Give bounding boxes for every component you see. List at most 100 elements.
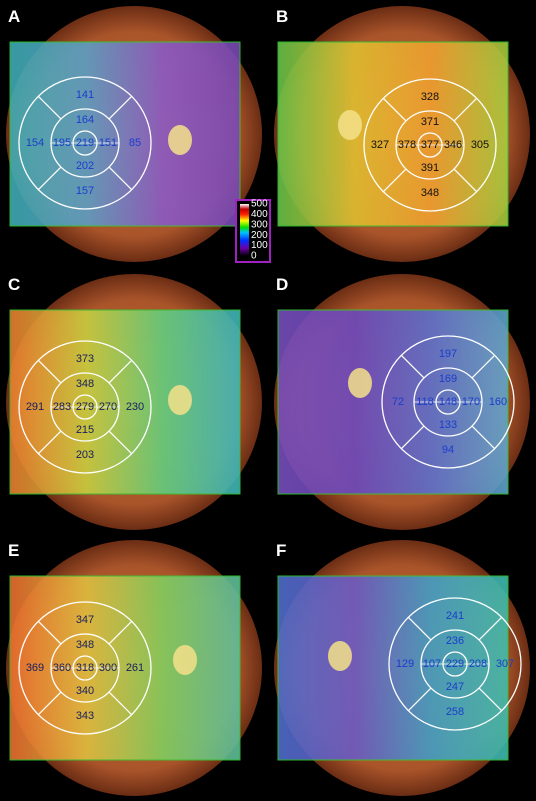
inner-value: 300	[99, 662, 117, 674]
inner-value: 208	[469, 658, 487, 670]
grid-spoke	[37, 691, 62, 716]
panel: 377 371 328 378 327 346 305 391 348 B	[274, 6, 530, 262]
outer-value: 258	[446, 706, 464, 718]
grid-spoke	[400, 354, 425, 379]
inner-value: 118	[416, 396, 434, 408]
panel: 318 348 347 360 369 300 261 340 343 E	[6, 540, 262, 796]
outer-value: 241	[446, 610, 464, 622]
inner-value: 164	[76, 114, 94, 126]
grid-spoke	[407, 616, 432, 641]
grid-spoke	[471, 354, 496, 379]
grid-spoke	[37, 430, 62, 455]
grid-spoke	[108, 166, 133, 191]
center-value: 377	[421, 139, 439, 151]
grid-ring	[18, 601, 152, 735]
outer-value: 305	[471, 139, 489, 151]
inner-value: 283	[53, 401, 71, 413]
panel: 279 348 373 283 291 270 230 215 203 C	[6, 274, 262, 530]
outer-value: 307	[496, 658, 514, 670]
outer-value: 343	[76, 710, 94, 722]
outer-value: 373	[76, 353, 94, 365]
grid-spoke	[382, 97, 407, 122]
grid-spoke	[108, 359, 133, 384]
inner-value: 348	[76, 639, 94, 651]
outer-value: 328	[421, 91, 439, 103]
optic-disc	[168, 385, 192, 415]
inner-value: 169	[439, 373, 457, 385]
grid-ring	[381, 335, 515, 469]
inner-value: 378	[398, 139, 416, 151]
outer-value: 348	[421, 187, 439, 199]
outer-value: 197	[439, 348, 457, 360]
inner-value: 133	[439, 419, 457, 431]
outer-value: 85	[129, 137, 141, 149]
thickness-map	[9, 575, 241, 761]
inner-value: 170	[462, 396, 480, 408]
thickness-map	[277, 41, 509, 227]
grid-spoke	[37, 359, 62, 384]
outer-value: 230	[126, 401, 144, 413]
grid-spoke	[478, 616, 503, 641]
inner-value: 270	[99, 401, 117, 413]
center-value: 148	[439, 396, 457, 408]
outer-value: 157	[76, 185, 94, 197]
panel-label: B	[276, 7, 288, 26]
outer-value: 203	[76, 449, 94, 461]
grid-spoke	[37, 95, 62, 120]
colorbar-scale	[240, 204, 249, 256]
colorbar-tick: 400	[251, 209, 268, 220]
grid-spoke	[382, 168, 407, 193]
center-value: 229	[446, 658, 464, 670]
outer-value: 291	[26, 401, 44, 413]
grid-spoke	[108, 430, 133, 455]
outer-value: 160	[489, 396, 507, 408]
inner-value: 151	[99, 137, 117, 149]
optic-disc	[168, 125, 192, 155]
inner-value: 236	[446, 635, 464, 647]
colorbar-tick: 200	[251, 230, 268, 241]
panel-label: A	[8, 7, 20, 26]
panel-label: F	[276, 541, 286, 560]
inner-value: 391	[421, 162, 439, 174]
thickness-map	[277, 575, 509, 761]
panel: 148 169 197 118 72 170 160 133 94 D	[274, 274, 530, 530]
inner-value: 195	[53, 137, 71, 149]
grid-spoke	[407, 687, 432, 712]
outer-value: 369	[26, 662, 44, 674]
grid-ring	[18, 340, 152, 474]
center-value: 279	[76, 401, 94, 413]
grid-spoke	[108, 620, 133, 645]
outer-value: 154	[26, 137, 44, 149]
grid-ring	[363, 78, 497, 212]
center-value: 318	[76, 662, 94, 674]
grid-spoke	[453, 168, 478, 193]
grid-spoke	[478, 687, 503, 712]
thickness-map	[9, 309, 241, 495]
optic-disc	[173, 645, 197, 675]
outer-value: 94	[442, 444, 454, 456]
grid-spoke	[37, 620, 62, 645]
panel: 219 164 141 195 154 151 85 202 157 A	[6, 6, 262, 262]
optic-disc	[328, 641, 352, 671]
inner-value: 247	[446, 681, 464, 693]
panel-label: C	[8, 275, 20, 294]
panel-label: E	[8, 541, 19, 560]
colorbar-tick: 100	[251, 240, 268, 251]
colorbar-tick: 300	[251, 219, 268, 230]
inner-value: 346	[444, 139, 462, 151]
grid-spoke	[108, 95, 133, 120]
colorbar-tick: 500	[251, 199, 268, 210]
grid-ring	[18, 76, 152, 210]
inner-value: 107	[423, 658, 441, 670]
outer-value: 129	[396, 658, 414, 670]
panel-label: D	[276, 275, 288, 294]
inner-value: 202	[76, 160, 94, 172]
inner-value: 215	[76, 424, 94, 436]
outer-value: 327	[371, 139, 389, 151]
outer-value: 72	[392, 396, 404, 408]
center-value: 219	[76, 137, 94, 149]
grid-spoke	[453, 97, 478, 122]
panel: 229 236 241 107 129 208 307 247 258 F	[274, 540, 530, 796]
